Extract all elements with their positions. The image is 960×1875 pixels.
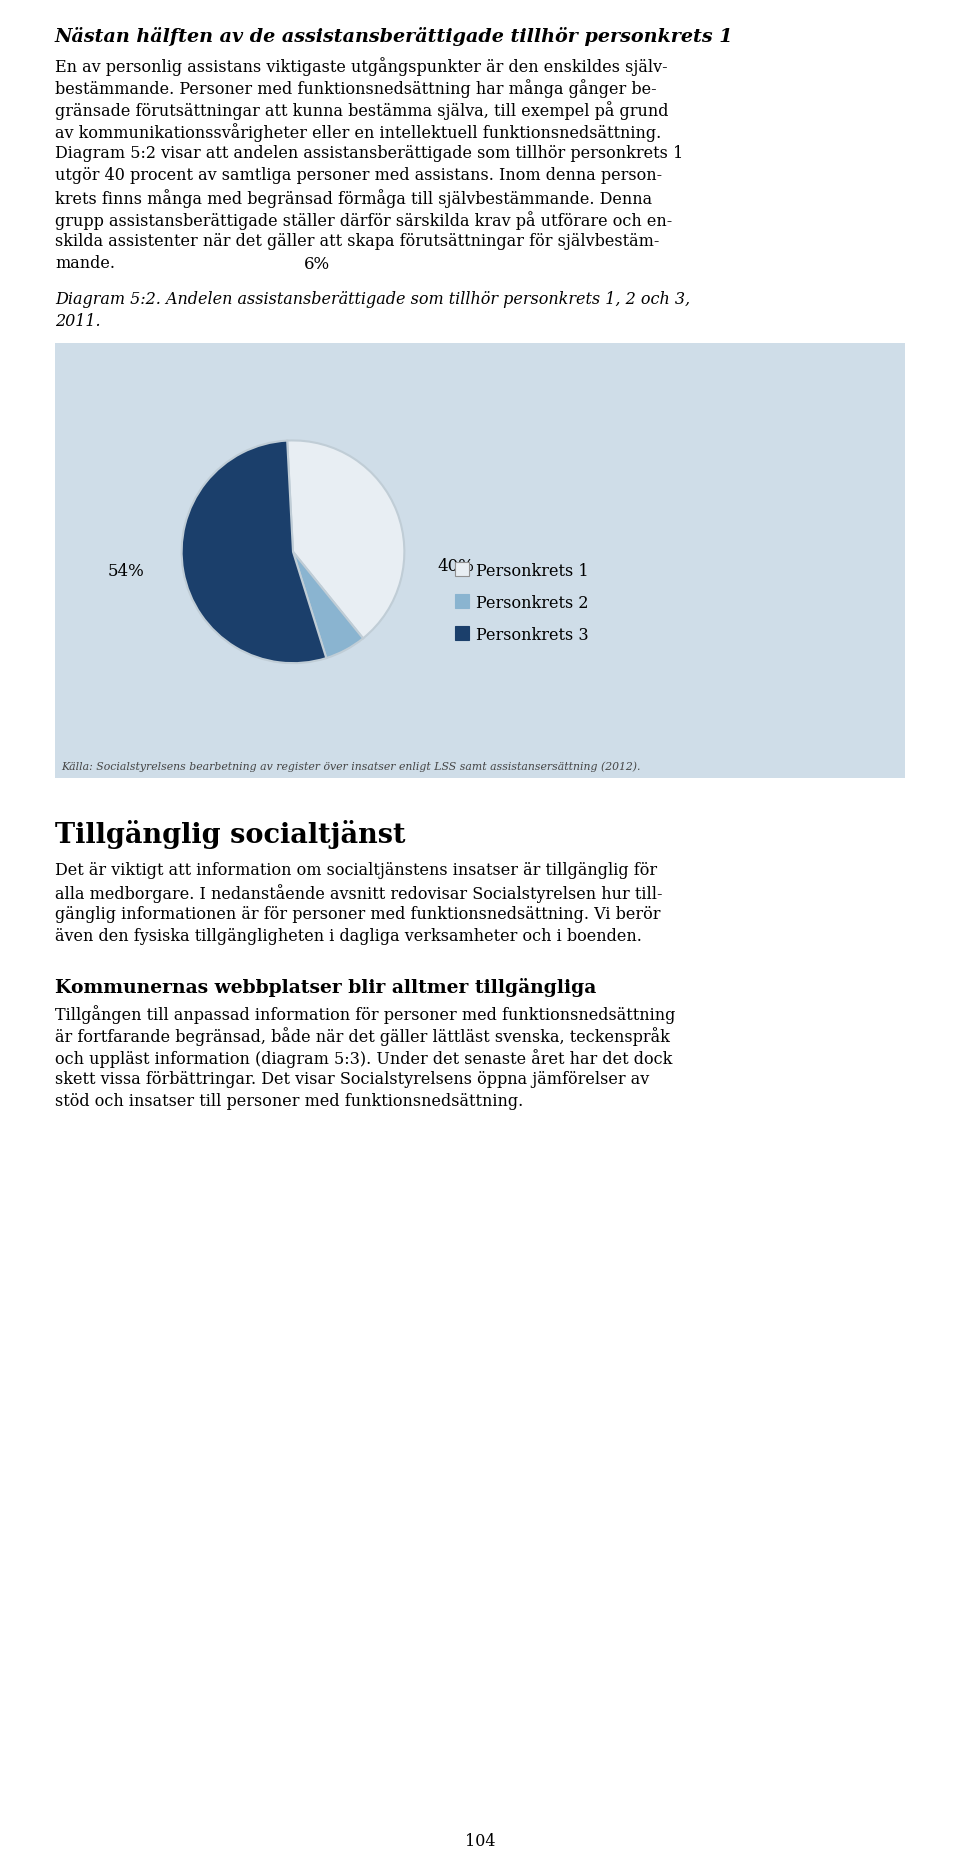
Text: grupp assistansberättigade ställer därför särskilda krav på utförare och en-: grupp assistansberättigade ställer därfö… bbox=[55, 212, 672, 231]
Text: och uppläst information (diagram 5:3). Under det senaste året har det dock: och uppläst information (diagram 5:3). U… bbox=[55, 1048, 672, 1069]
Wedge shape bbox=[287, 441, 404, 638]
Text: 2011.: 2011. bbox=[55, 313, 101, 330]
Text: bestämmande. Personer med funktionsnedsättning har många gånger be-: bestämmande. Personer med funktionsnedsä… bbox=[55, 79, 657, 97]
Text: 104: 104 bbox=[465, 1834, 495, 1851]
Text: 40%: 40% bbox=[437, 557, 474, 576]
Text: även den fysiska tillgängligheten i dagliga verksamheter och i boenden.: även den fysiska tillgängligheten i dagl… bbox=[55, 928, 642, 945]
Text: alla medborgare. I nedanstående avsnitt redovisar Socialstyrelsen hur till-: alla medborgare. I nedanstående avsnitt … bbox=[55, 883, 662, 904]
Text: stöd och insatser till personer med funktionsnedsättning.: stöd och insatser till personer med funk… bbox=[55, 1093, 523, 1110]
Text: Personkrets 1: Personkrets 1 bbox=[476, 562, 588, 579]
Text: Tillgången till anpassad information för personer med funktionsnedsättning: Tillgången till anpassad information för… bbox=[55, 1005, 676, 1024]
Text: Personkrets 2: Personkrets 2 bbox=[476, 594, 588, 611]
Text: skett vissa förbättringar. Det visar Socialstyrelsens öppna jämförelser av: skett vissa förbättringar. Det visar Soc… bbox=[55, 1071, 649, 1088]
Wedge shape bbox=[181, 441, 326, 664]
Wedge shape bbox=[293, 551, 363, 658]
Text: 54%: 54% bbox=[108, 562, 144, 579]
Text: av kommunikationssvårigheter eller en intellektuell funktionsnedsättning.: av kommunikationssvårigheter eller en in… bbox=[55, 124, 661, 142]
Bar bbox=[455, 594, 469, 608]
Text: Tillgänglig socialtjänst: Tillgänglig socialtjänst bbox=[55, 819, 405, 849]
Text: gänglig informationen är för personer med funktionsnedsättning. Vi berör: gänglig informationen är för personer me… bbox=[55, 906, 660, 922]
Text: Det är viktigt att information om socialtjänstens insatser är tillgänglig för: Det är viktigt att information om social… bbox=[55, 862, 658, 879]
Text: 6%: 6% bbox=[304, 257, 330, 274]
Text: skilda assistenter när det gäller att skapa förutsättningar för självbestäm-: skilda assistenter när det gäller att sk… bbox=[55, 232, 660, 249]
Text: Kommunernas webbplatser blir alltmer tillgängliga: Kommunernas webbplatser blir alltmer til… bbox=[55, 979, 596, 998]
Text: mande.: mande. bbox=[55, 255, 115, 272]
Text: krets finns många med begränsad förmåga till självbestämmande. Denna: krets finns många med begränsad förmåga … bbox=[55, 189, 652, 208]
Text: Personkrets 3: Personkrets 3 bbox=[476, 626, 588, 643]
Text: gränsade förutsättningar att kunna bestämma själva, till exempel på grund: gränsade förutsättningar att kunna bestä… bbox=[55, 101, 668, 120]
Text: Diagram 5:2 visar att andelen assistansberättigade som tillhör personkrets 1: Diagram 5:2 visar att andelen assistansb… bbox=[55, 144, 684, 161]
Text: är fortfarande begränsad, både när det gäller lättläst svenska, teckenspråk: är fortfarande begränsad, både när det g… bbox=[55, 1028, 670, 1046]
Text: Diagram 5:2. Andelen assistansberättigade som tillhör personkrets 1, 2 och 3,: Diagram 5:2. Andelen assistansberättigad… bbox=[55, 291, 690, 308]
Bar bbox=[455, 626, 469, 639]
Bar bbox=[55, 343, 905, 778]
Text: Källa: Socialstyrelsens bearbetning av register över insatser enligt LSS samt as: Källa: Socialstyrelsens bearbetning av r… bbox=[61, 761, 640, 772]
Text: utgör 40 procent av samtliga personer med assistans. Inom denna person-: utgör 40 procent av samtliga personer me… bbox=[55, 167, 662, 184]
Bar bbox=[455, 562, 469, 576]
Text: En av personlig assistans viktigaste utgångspunkter är den enskildes själv-: En av personlig assistans viktigaste utg… bbox=[55, 56, 667, 75]
Text: Nästan hälften av de assistansberättigade tillhör personkrets 1: Nästan hälften av de assistansberättigad… bbox=[55, 26, 733, 47]
